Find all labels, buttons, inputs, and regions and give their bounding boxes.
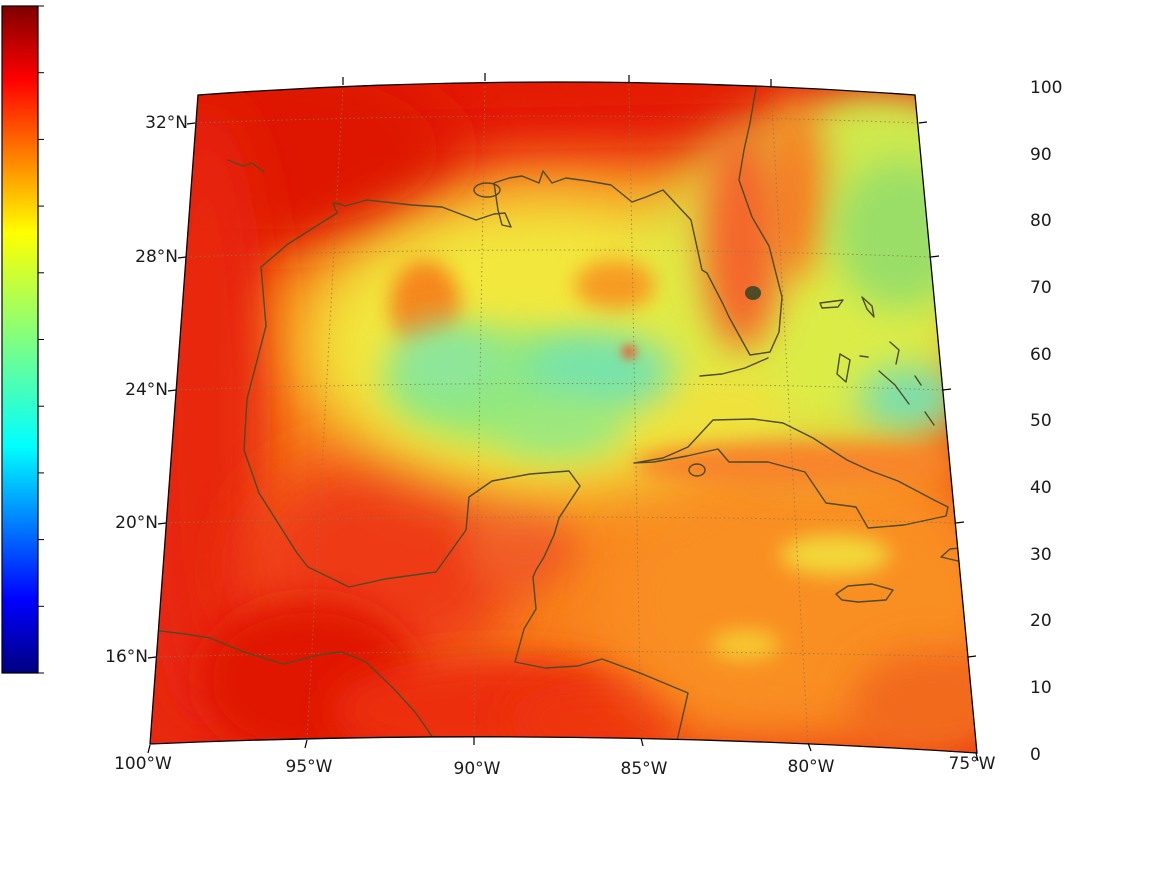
graticule-line (195, 115, 919, 124)
graticule-line (628, 83, 642, 739)
colorbar-tick-label: 60 (1030, 345, 1052, 365)
lon-tick-label: 85°W (620, 759, 668, 779)
coastline-jamaica (835, 583, 894, 603)
colorbar-tick-label: 40 (1030, 478, 1052, 498)
field-heatmap (150, 82, 977, 753)
lon-tick-label: 75°W (948, 754, 996, 774)
colorbar-tick-label: 20 (1030, 611, 1052, 631)
lon-tick-label: 100°W (114, 754, 172, 774)
axis-ticks (147, 73, 979, 762)
coastline-mainland (243, 87, 783, 742)
graticule-line (155, 651, 969, 658)
colorbar-tick-label: 80 (1030, 211, 1052, 231)
lon-tick-label: 90°W (453, 759, 501, 779)
colorbar (1, 5, 44, 674)
lat-tick-label: 32°N (145, 113, 188, 133)
lat-tick-label: 24°N (125, 380, 168, 400)
colorbar-tick-label: 0 (1030, 745, 1041, 765)
colorbar-tick-label: 30 (1030, 545, 1052, 565)
lat-tick-label: 28°N (135, 247, 178, 267)
lake-okeechobee (745, 286, 761, 300)
lon-tick-label: 95°W (285, 757, 333, 777)
colorbar-tick-label: 10 (1030, 678, 1052, 698)
colorbar-tick-label: 100 (1030, 78, 1063, 98)
graticule-line (306, 85, 344, 741)
graticule (155, 82, 969, 744)
colorbar-ticks (38, 5, 44, 674)
graticule-line (770, 87, 809, 744)
lat-tick-label: 20°N (115, 513, 158, 533)
colorbar-tick-label: 70 (1030, 278, 1052, 298)
lon-tick-label: 80°W (787, 757, 835, 777)
texas-inland-lakes (227, 159, 265, 173)
graticule-line (175, 383, 944, 391)
lake-pontchartrain (473, 182, 501, 198)
colorbar-gradient (1, 5, 39, 674)
lat-tick-label: 16°N (105, 647, 148, 667)
graticule-line (473, 82, 486, 738)
coastline-isla-juventud (688, 463, 706, 477)
colorbar-tick-label: 90 (1030, 145, 1052, 165)
coastline-pacific-mexico (151, 629, 435, 741)
colorbar-tick-label: 50 (1030, 411, 1052, 431)
map-frame (149, 81, 978, 754)
coastline-bahamas (819, 296, 935, 426)
graticule-line (165, 516, 956, 524)
coastline-florida-keys (699, 357, 769, 377)
coastline-cuba (633, 418, 949, 529)
